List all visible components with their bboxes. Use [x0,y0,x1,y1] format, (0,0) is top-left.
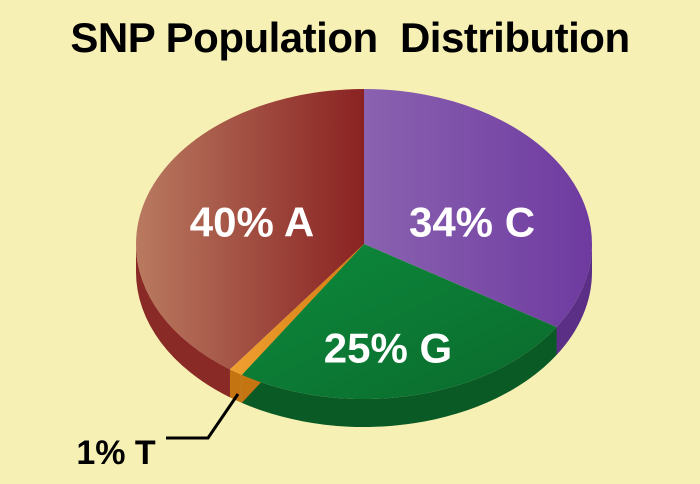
slice-label-C: 34% C [409,199,535,246]
pie-slice-C [364,89,593,328]
pie-side-C [556,244,592,356]
pie-slice-T [229,244,364,375]
callout-line-T [166,393,240,440]
pie-slice-A [135,88,364,370]
chart-title: SNP Population Distribution [70,14,630,61]
slice-label-G: 25% G [324,325,452,372]
slice-label-T: 1% T [76,434,156,472]
pie-side-T [229,369,242,403]
pie-side-G [241,327,557,427]
slice-label-A: 40% A [190,199,315,246]
pie-slice-G [241,244,557,399]
pie-side-A [136,244,230,398]
